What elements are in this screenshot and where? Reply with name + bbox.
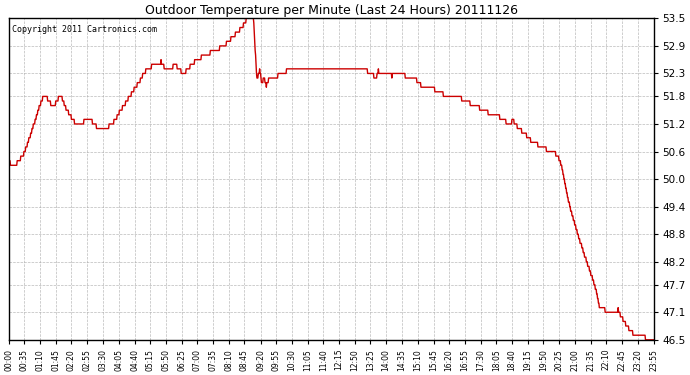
- Title: Outdoor Temperature per Minute (Last 24 Hours) 20111126: Outdoor Temperature per Minute (Last 24 …: [145, 4, 518, 17]
- Text: Copyright 2011 Cartronics.com: Copyright 2011 Cartronics.com: [12, 25, 157, 34]
